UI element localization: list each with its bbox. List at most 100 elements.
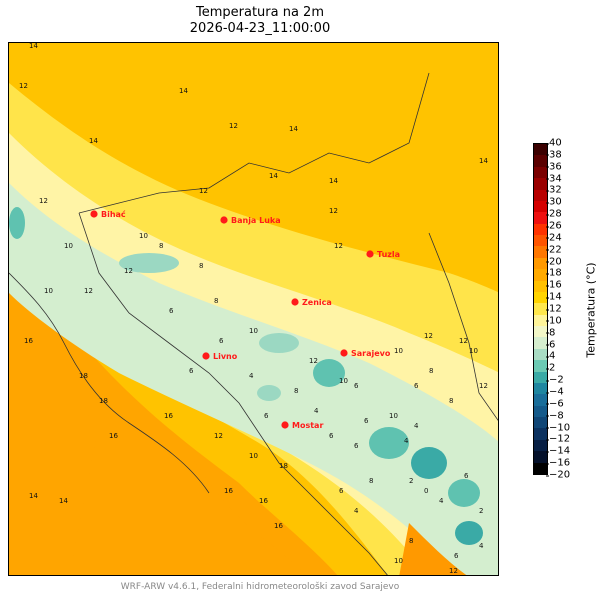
colorbar-tick-label: 36	[546, 161, 562, 173]
contour-label: 18	[279, 462, 288, 470]
warm-valley	[399, 523, 467, 575]
colorbar-tick-label: 18	[546, 267, 562, 279]
city-label: Zenica	[302, 298, 332, 307]
contour-label: 6	[264, 412, 269, 420]
contour-label: 4	[404, 437, 409, 445]
contour-label: 12	[479, 382, 488, 390]
map-canvas: Bihać Banja Luka Tuzla Zenica Livno Sara…	[9, 43, 498, 575]
contour-label: 6	[414, 382, 419, 390]
contour-label: 10	[249, 327, 258, 335]
contour-label: 12	[214, 432, 223, 440]
contour-label: 16	[224, 487, 233, 495]
colorbar-segment	[534, 280, 547, 292]
adriatic-sea-zone	[9, 273, 338, 575]
contour-label: 16	[259, 497, 268, 505]
colorbar-segment	[534, 405, 547, 417]
colorbar-tick-label: 8	[545, 327, 556, 339]
city-marker: Sarajevo	[340, 349, 391, 358]
colorbar-segment	[534, 439, 547, 452]
colorbar-tick-label: 30	[546, 196, 562, 208]
colorbar-tick-label: −12	[545, 433, 571, 445]
contour-label: 4	[249, 372, 254, 380]
cool-mountain-zone	[9, 183, 498, 575]
contour-label: 10	[44, 287, 53, 295]
country-border	[78, 72, 430, 214]
colorbar-tick-label: 22	[546, 244, 562, 256]
contour-label: 12	[84, 287, 93, 295]
contour-label: 8	[409, 537, 413, 545]
colorbar-segment	[534, 360, 547, 372]
colorbar-tick-label: −10	[545, 422, 571, 434]
contour-label: 0	[424, 487, 428, 495]
contour-label: 12	[199, 187, 208, 195]
contour-label: 14	[269, 172, 278, 180]
country-border	[428, 232, 498, 421]
colorbar-tick-label: −14	[545, 445, 571, 457]
colorbar-tick-label: 34	[546, 173, 562, 185]
contour-label: 10	[389, 412, 398, 420]
contour-label: 8	[369, 477, 373, 485]
contour-label: 8	[199, 262, 203, 270]
contour-label: 6	[329, 432, 334, 440]
contour-label: 6	[354, 442, 359, 450]
contour-label: 14	[29, 492, 38, 500]
colorbar-tick-label: 12	[546, 303, 562, 315]
contour-label: 10	[249, 452, 258, 460]
contour-label: 8	[214, 297, 218, 305]
contour-label: 10	[339, 377, 348, 385]
colorbar-segment	[534, 144, 547, 156]
cold-patch	[313, 359, 345, 387]
colorbar-segment	[534, 326, 547, 338]
colorbar-segment	[534, 269, 547, 281]
colorbar-segment	[534, 178, 547, 190]
colorbar-tick-label: −16	[545, 457, 571, 469]
cold-patch	[119, 253, 179, 273]
colorbar-tick-label: 26	[546, 220, 562, 232]
contour-label: 12	[334, 242, 343, 250]
contour-label: 16	[24, 337, 33, 345]
temperature-map: Bihać Banja Luka Tuzla Zenica Livno Sara…	[8, 42, 499, 576]
colorbar-segment	[534, 348, 547, 361]
contour-label: 4	[479, 542, 484, 550]
colorbar-segment	[534, 257, 547, 270]
contour-label: 14	[479, 157, 488, 165]
city-label: Sarajevo	[351, 349, 391, 358]
city-marker: Mostar	[281, 421, 323, 430]
contour-label: 12	[459, 337, 468, 345]
colorbar-tick-label: 4	[545, 350, 556, 362]
contour-label: 12	[124, 267, 133, 275]
contour-label: 10	[64, 242, 73, 250]
colorbar-tick-label: −4	[546, 386, 564, 398]
map-title: Temperatura na 2m	[195, 5, 324, 20]
colorbar-tick-label: 24	[546, 232, 562, 244]
contour-label: 6	[219, 337, 224, 345]
contour-label: 14	[289, 125, 298, 133]
contour-label: 12	[329, 207, 338, 215]
contour-label: 6	[454, 552, 459, 560]
colorbar-segment	[534, 246, 547, 258]
contour-label: 10	[469, 347, 478, 355]
contour-label: 10	[394, 557, 403, 565]
contour-label: 12	[449, 567, 458, 575]
colorbar-segment	[534, 451, 547, 463]
colorbar-segment	[534, 235, 547, 247]
contour-label: 6	[169, 307, 174, 315]
contour-label: 12	[309, 357, 318, 365]
colorbar-tick-label: −6	[546, 398, 564, 410]
city-label: Tuzla	[377, 250, 400, 259]
colorbar-segment	[534, 223, 547, 235]
contour-label: 4	[354, 507, 359, 515]
city-marker: Tuzla	[366, 250, 400, 259]
city-marker: Bihać	[90, 209, 126, 219]
contour-label: 2	[409, 477, 413, 485]
colorbar-tick-label: 20	[546, 256, 562, 268]
contour-label: 6	[364, 417, 369, 425]
colorbar-segment	[534, 303, 547, 315]
contour-label: 6	[354, 382, 359, 390]
colorbar-tick-label: −8	[546, 410, 564, 422]
contour-label: 10	[394, 347, 403, 355]
country-border	[78, 212, 388, 575]
contour-label: 12	[229, 122, 238, 130]
colorbar-segment	[534, 382, 547, 395]
colorbar-tick-label: 38	[546, 149, 562, 161]
